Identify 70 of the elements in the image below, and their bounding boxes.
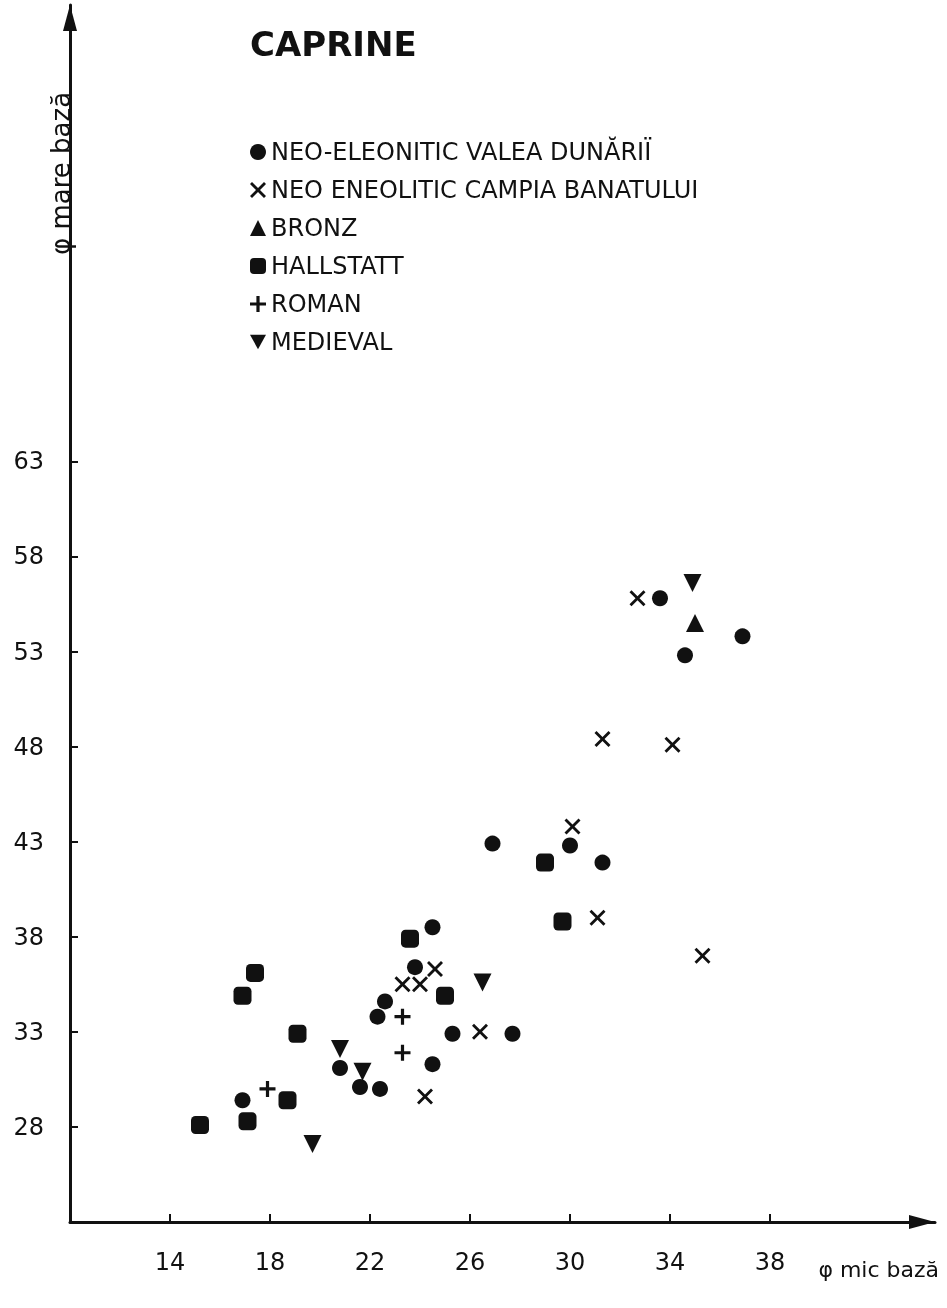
text: CAPRINE xyxy=(250,24,417,64)
point xyxy=(394,976,411,993)
point xyxy=(594,731,611,747)
point xyxy=(191,1116,209,1135)
legend-label: HALLSTATT xyxy=(271,252,405,280)
point xyxy=(424,1056,441,1073)
point xyxy=(427,961,443,978)
point xyxy=(259,1080,276,1097)
legend-label: MEDIEVAL xyxy=(271,328,393,356)
point xyxy=(564,818,581,835)
legend-label: NEO-ELEONITIC VALEA DUNĂRIÏ xyxy=(271,136,653,166)
point xyxy=(238,1112,257,1131)
y-tick-label: 38 xyxy=(13,922,44,951)
point xyxy=(424,919,441,936)
point xyxy=(288,1024,307,1043)
point xyxy=(394,1008,411,1025)
point xyxy=(594,854,611,871)
x-tick-label: 14 xyxy=(154,1248,186,1276)
point xyxy=(694,947,711,964)
point xyxy=(234,1092,251,1109)
x-tick-label: 18 xyxy=(254,1248,286,1276)
point xyxy=(353,1062,372,1081)
x-tick-label: 38 xyxy=(754,1248,786,1276)
point xyxy=(394,1044,411,1061)
point xyxy=(352,1078,368,1095)
point xyxy=(407,959,423,976)
point xyxy=(677,647,693,664)
point xyxy=(303,1135,322,1154)
point xyxy=(664,736,681,753)
point xyxy=(233,986,252,1005)
y-tick-label: 63 xyxy=(13,447,44,476)
point xyxy=(401,929,419,948)
y-tick-label: 53 xyxy=(13,637,44,666)
point xyxy=(436,986,454,1005)
point xyxy=(473,973,492,992)
point xyxy=(562,837,578,854)
point xyxy=(472,1023,488,1040)
x-tick-label: 30 xyxy=(554,1248,586,1276)
x-tick-label: 26 xyxy=(454,1248,486,1276)
x-tick-label: 22 xyxy=(354,1248,386,1276)
point xyxy=(553,912,572,931)
x-tick-label: 34 xyxy=(654,1248,686,1276)
point xyxy=(246,963,264,982)
point xyxy=(417,1088,433,1105)
point xyxy=(444,1025,461,1042)
legend-label: ROMAN xyxy=(271,290,362,318)
point xyxy=(377,993,393,1010)
point xyxy=(412,976,428,993)
point xyxy=(686,614,704,633)
legend-label: NEO ENEOLITIC CAMPIA BANATULUI xyxy=(271,176,699,204)
legend-label: BRONZ xyxy=(271,214,358,242)
point xyxy=(331,1039,349,1058)
point xyxy=(504,1025,521,1042)
point xyxy=(372,1080,388,1097)
y-tick-label: 28 xyxy=(13,1112,44,1141)
point xyxy=(683,574,702,593)
point xyxy=(734,628,751,645)
y-tick-label: 43 xyxy=(13,827,44,856)
y-tick-label: 33 xyxy=(13,1017,44,1046)
x-axis-title: φ mic bază xyxy=(818,1256,940,1282)
point xyxy=(536,853,554,872)
y-tick-label: 58 xyxy=(13,542,44,571)
point xyxy=(278,1091,297,1110)
point xyxy=(589,909,606,926)
point xyxy=(332,1059,348,1076)
point xyxy=(484,835,501,852)
point xyxy=(629,590,646,607)
y-tick-label: 48 xyxy=(13,732,44,761)
point xyxy=(369,1008,386,1025)
point xyxy=(652,590,668,607)
